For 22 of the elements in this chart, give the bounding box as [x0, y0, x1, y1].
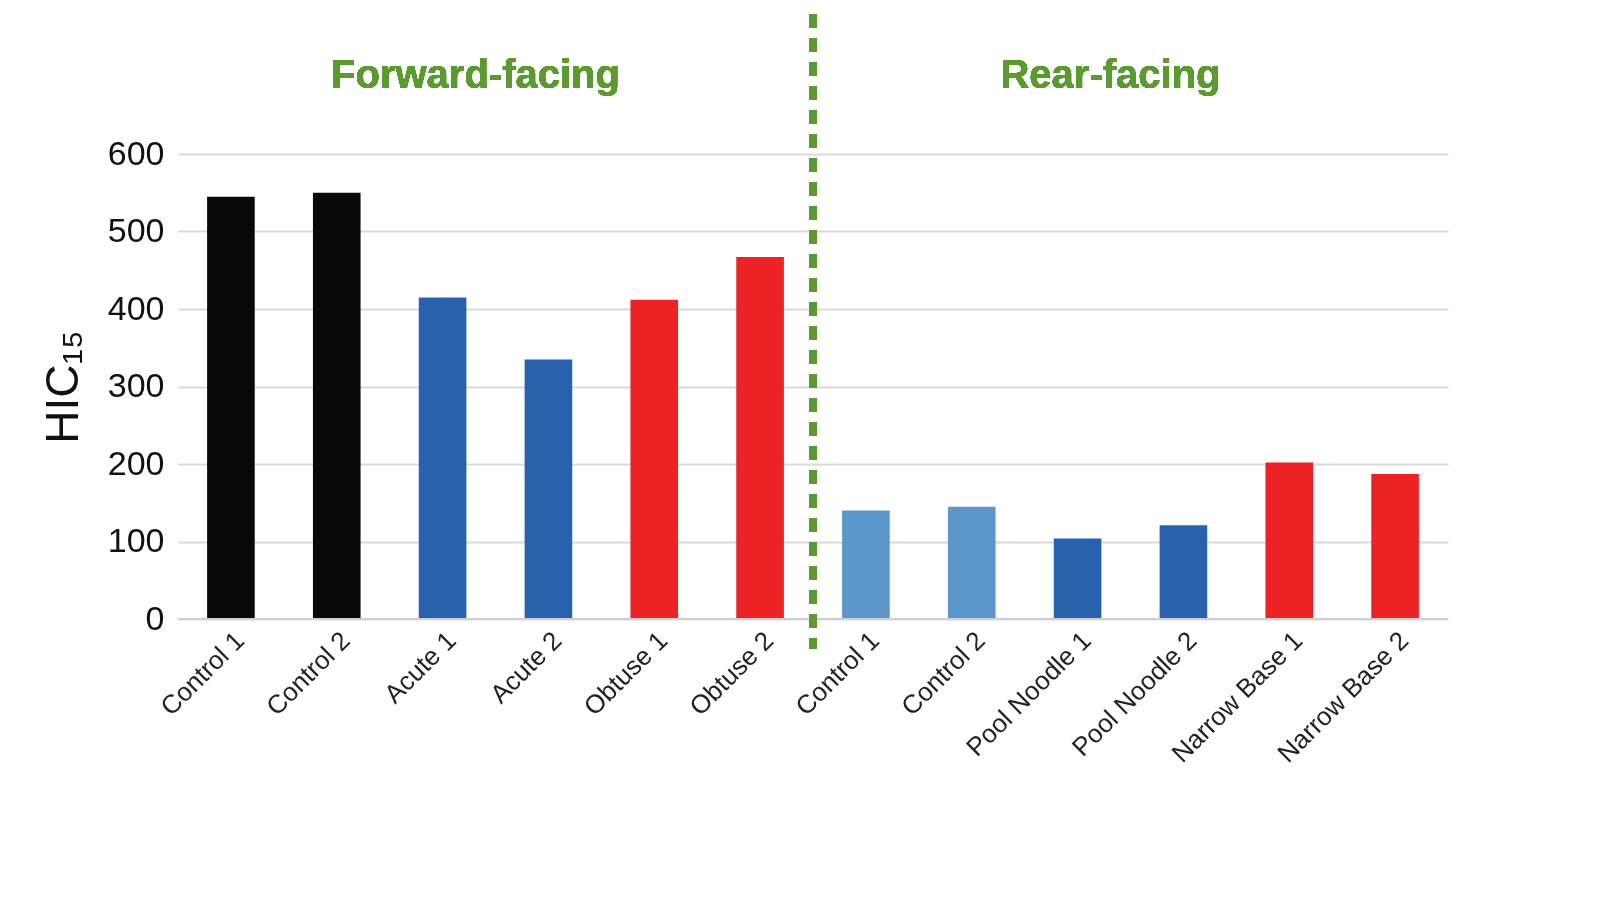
bar	[736, 257, 784, 619]
y-tick-label: 300	[107, 366, 165, 404]
bar	[630, 299, 679, 619]
bar	[947, 506, 996, 619]
y-tick-label: 400	[107, 288, 165, 327]
bar	[418, 297, 467, 619]
bar	[1371, 474, 1419, 619]
y-tick-label: 0	[145, 598, 165, 637]
bar	[524, 359, 573, 619]
text: Rear-facing	[1000, 52, 1221, 96]
y-tick-label: 100	[107, 521, 165, 559]
bar	[842, 510, 890, 619]
y-tick-label: 500	[107, 211, 165, 249]
bar	[1265, 462, 1314, 619]
y-axis-title: HIC₁₅	[35, 330, 88, 444]
y-tick-label: 600	[107, 133, 165, 172]
bar	[1053, 538, 1102, 619]
bar	[1159, 525, 1208, 619]
bar	[207, 196, 255, 619]
bar	[312, 192, 361, 619]
y-tick-label: 200	[107, 443, 165, 482]
text: Forward-facing	[331, 52, 620, 96]
